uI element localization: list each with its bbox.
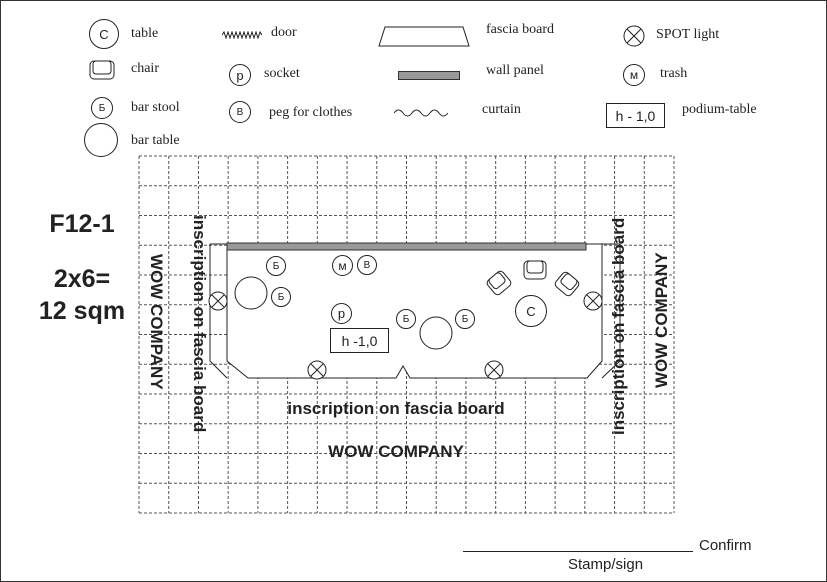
legend-bar-table-label: bar table	[131, 133, 180, 148]
bar-table	[234, 276, 268, 310]
trash-symbol-icon: м	[623, 64, 645, 86]
company-name-bottom: WOW COMPANY	[328, 442, 464, 461]
legend-trash-label: trash	[660, 66, 688, 81]
spot-light-icon	[208, 291, 228, 311]
spot-light-icon	[484, 360, 504, 380]
bar-stool-icon: Б	[455, 309, 475, 329]
wall-panel-icon	[398, 71, 460, 80]
fascia-inscription-right: inscription on fascia board	[609, 217, 628, 435]
confirm-label: Confirm	[699, 537, 752, 554]
spot-light-icon	[583, 291, 603, 311]
legend-peg-label: peg for clothes	[269, 105, 353, 120]
bar-stool-icon: Б	[271, 287, 291, 307]
bar-stool-icon: Б	[396, 309, 416, 329]
chair-icon	[89, 60, 115, 80]
podium-table: h -1,0	[330, 328, 389, 353]
stand-outline-inner	[209, 244, 228, 379]
peg-for-clothes-icon: B	[357, 255, 377, 275]
spot-light-icon	[307, 360, 327, 380]
podium-table-symbol: h - 1,0	[606, 103, 665, 128]
legend-bar-stool-label: bar stool	[131, 100, 180, 115]
signature-line	[463, 551, 693, 552]
socket-icon: p	[331, 303, 352, 324]
legend-table-label: table	[131, 26, 159, 41]
chair-icon	[486, 270, 512, 296]
stand-code: F12-1	[49, 210, 115, 238]
table-icon: C	[515, 295, 547, 327]
legend-wall-panel-label: wall panel	[486, 63, 544, 78]
legend-socket-label: socket	[264, 66, 300, 81]
door-icon	[222, 31, 262, 39]
fascia-board-icon	[378, 26, 470, 47]
bar-stool-symbol-icon: Б	[91, 97, 113, 119]
legend-chair-label: chair	[131, 61, 159, 76]
company-name-left: WOW COMPANY	[147, 254, 166, 390]
curtain-icon	[394, 109, 448, 117]
company-name-right: WOW COMPANY	[652, 252, 671, 388]
legend-spot-label: SPOT light	[656, 27, 720, 42]
trash-icon: м	[332, 255, 353, 276]
stamp-sign-label: Stamp/sign	[568, 556, 644, 573]
legend-podium-label: podium-table	[682, 102, 757, 117]
stand-size-line2: 12 sqm	[38, 297, 126, 325]
spot-light-icon	[623, 25, 645, 47]
fascia-inscription-left: inscription on fascia board	[190, 215, 209, 433]
bar-table	[419, 316, 453, 350]
table-symbol-icon: C	[89, 19, 119, 49]
fascia-inscription-bottom: inscription on fascia board	[287, 399, 505, 418]
legend-door-label: door	[271, 25, 297, 40]
bar-table-symbol-icon	[84, 123, 118, 157]
bar-stool-icon: Б	[266, 256, 286, 276]
stand-size-line1: 2x6=	[53, 265, 111, 293]
legend-fascia-label: fascia board	[486, 22, 555, 37]
chair-icon	[523, 260, 547, 280]
peg-symbol-icon: B	[229, 101, 251, 123]
socket-symbol-icon: p	[229, 64, 251, 86]
stand-outline-inner-right	[601, 244, 621, 379]
chair-icon	[554, 271, 580, 297]
wall-panel	[226, 242, 587, 251]
legend-curtain-label: curtain	[482, 102, 521, 117]
